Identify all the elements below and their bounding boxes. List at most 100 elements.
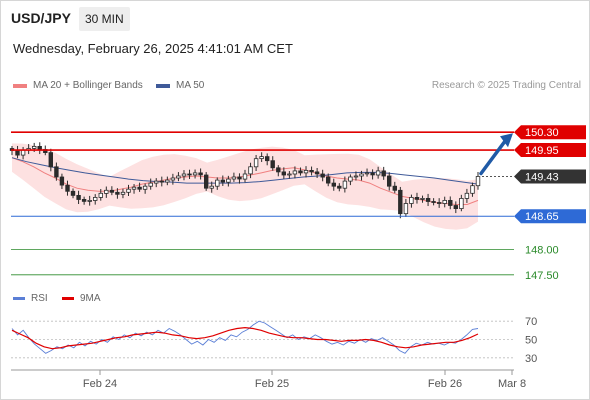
candle-body bbox=[215, 179, 220, 187]
legend-ma50: MA 50 bbox=[156, 80, 204, 91]
x-tick-label: Feb 26 bbox=[428, 378, 462, 390]
candle-body bbox=[364, 172, 370, 175]
candle-body bbox=[81, 198, 87, 202]
ma50-swatch bbox=[156, 83, 170, 88]
candle-body bbox=[70, 190, 76, 196]
candle-body bbox=[209, 185, 214, 189]
ma50-label: MA 50 bbox=[176, 80, 205, 91]
candle-body bbox=[226, 178, 231, 183]
ma20-swatch bbox=[13, 83, 27, 88]
target-value: 148.00 bbox=[525, 244, 559, 256]
candle-body bbox=[320, 173, 325, 178]
x-tick-label: Feb 24 bbox=[83, 378, 117, 390]
candle-body bbox=[314, 171, 320, 175]
last-price-label: 149.43 bbox=[514, 169, 586, 184]
rsi-line bbox=[11, 320, 479, 354]
candle-body bbox=[203, 174, 209, 189]
candles bbox=[9, 142, 481, 219]
ma50-line bbox=[11, 157, 479, 185]
rsi-swatch bbox=[13, 297, 25, 300]
candle-body bbox=[392, 185, 397, 191]
candle-body bbox=[325, 176, 331, 184]
candle-body bbox=[414, 196, 420, 200]
candle-body bbox=[425, 197, 431, 202]
candle-body bbox=[353, 175, 359, 178]
candle-body bbox=[153, 180, 159, 184]
candle-body bbox=[15, 150, 20, 156]
bollinger-band bbox=[12, 143, 478, 230]
candle-body bbox=[403, 203, 409, 215]
ma9-line bbox=[11, 326, 479, 350]
resistance-label: 150.30 bbox=[514, 125, 586, 140]
forecast-arrow-shaft bbox=[479, 139, 507, 176]
chart-datetime: Wednesday, February 26, 2025 4:41:01 AM … bbox=[13, 41, 293, 56]
candle-body bbox=[148, 182, 153, 187]
candle-body bbox=[342, 180, 348, 189]
candle-body bbox=[470, 185, 475, 194]
candle-body bbox=[126, 188, 131, 193]
candle-body bbox=[292, 170, 298, 175]
ma20-label: MA 20 + Bollinger Bands bbox=[33, 80, 143, 91]
resistance-value: 149.95 bbox=[525, 145, 559, 157]
candle-body bbox=[453, 205, 458, 209]
candle-body bbox=[303, 169, 309, 174]
candle-body bbox=[192, 172, 198, 176]
candle-body bbox=[120, 191, 126, 195]
candle-body bbox=[242, 173, 248, 180]
candle-body bbox=[276, 167, 281, 173]
candle-body bbox=[370, 172, 375, 176]
candle-body bbox=[259, 156, 264, 160]
rsi-tick-label: 70 bbox=[525, 316, 537, 328]
candle-body bbox=[76, 194, 81, 200]
candle-body bbox=[464, 192, 470, 199]
resistance-tag bbox=[514, 125, 586, 140]
candle-body bbox=[159, 180, 164, 183]
candle-body bbox=[281, 171, 286, 176]
resistance-label: 149.95 bbox=[514, 143, 586, 158]
ma9-swatch bbox=[62, 297, 74, 300]
candle-body bbox=[109, 189, 115, 193]
candle-body bbox=[409, 196, 414, 204]
candle-body bbox=[337, 185, 342, 189]
candle-body bbox=[93, 196, 98, 201]
candle-body bbox=[237, 176, 242, 180]
candle-body bbox=[165, 179, 170, 183]
forecast-arrow-head bbox=[500, 133, 513, 148]
candle-body bbox=[375, 170, 381, 176]
rsi-tick-label: 50 bbox=[525, 335, 537, 347]
rsi-tick-label: 30 bbox=[525, 353, 537, 365]
candle-body bbox=[331, 182, 336, 187]
candle-body bbox=[475, 176, 481, 187]
candle-body bbox=[381, 170, 386, 177]
candle-body bbox=[37, 145, 42, 150]
candle-body bbox=[104, 189, 109, 194]
legend-ma20: MA 20 + Bollinger Bands bbox=[13, 80, 143, 91]
candle-body bbox=[54, 166, 59, 178]
candle-body bbox=[115, 191, 120, 195]
candle-body bbox=[137, 186, 142, 190]
resistance-value: 150.30 bbox=[525, 127, 559, 139]
candle-body bbox=[459, 197, 464, 209]
candle-body bbox=[142, 185, 148, 190]
candle-body bbox=[348, 176, 353, 182]
candle-body bbox=[187, 173, 192, 176]
candle-body bbox=[420, 197, 425, 200]
candle-body bbox=[170, 177, 176, 181]
last-price-tag bbox=[514, 169, 586, 184]
candle-body bbox=[248, 166, 253, 175]
candle-body bbox=[309, 169, 314, 173]
candle-body bbox=[359, 173, 364, 177]
symbol-title: USD/JPY bbox=[11, 10, 71, 26]
timeframe-badge[interactable]: 30 MIN bbox=[79, 7, 130, 31]
x-tick-label: Mar 8 bbox=[498, 378, 526, 390]
candle-body bbox=[398, 189, 403, 215]
support-label: 148.65 bbox=[514, 209, 586, 224]
candle-body bbox=[231, 176, 237, 180]
ma9-label: 9MA bbox=[80, 293, 101, 304]
resistance-tag bbox=[514, 143, 586, 158]
candle-body bbox=[220, 179, 225, 183]
x-tick-label: Feb 25 bbox=[255, 378, 289, 390]
candle-body bbox=[98, 192, 103, 198]
candle-body bbox=[32, 145, 37, 149]
